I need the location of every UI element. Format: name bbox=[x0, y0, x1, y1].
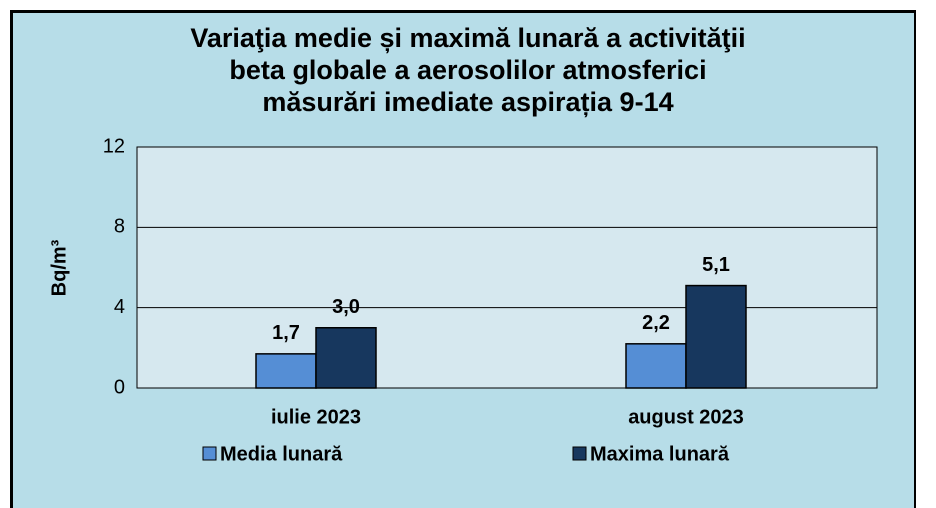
legend-swatch bbox=[202, 446, 217, 461]
legend-swatch bbox=[572, 446, 587, 461]
y-tick-label: 12 bbox=[103, 135, 125, 157]
value-label: 3,0 bbox=[332, 296, 360, 318]
bar bbox=[625, 343, 687, 389]
y-tick-label: 0 bbox=[114, 376, 125, 398]
value-label: 5,1 bbox=[702, 254, 730, 276]
value-label: 1,7 bbox=[272, 322, 300, 344]
plot-area bbox=[136, 146, 878, 389]
x-tick-label: august 2023 bbox=[628, 406, 744, 428]
y-tick-label: 4 bbox=[114, 296, 125, 318]
legend-label: Maxima lunară bbox=[590, 443, 730, 465]
bar bbox=[315, 327, 377, 389]
chart-title: Variaţia medie și maximă lunară a activi… bbox=[190, 23, 746, 117]
x-tick-label: iulie 2023 bbox=[271, 406, 361, 428]
bar bbox=[685, 284, 747, 389]
bar bbox=[255, 353, 317, 389]
legend-label: Media lunară bbox=[220, 443, 343, 465]
y-axis-label: Bq/m³ bbox=[48, 239, 70, 296]
value-label: 2,2 bbox=[642, 312, 670, 334]
y-tick-label: 8 bbox=[114, 216, 125, 238]
